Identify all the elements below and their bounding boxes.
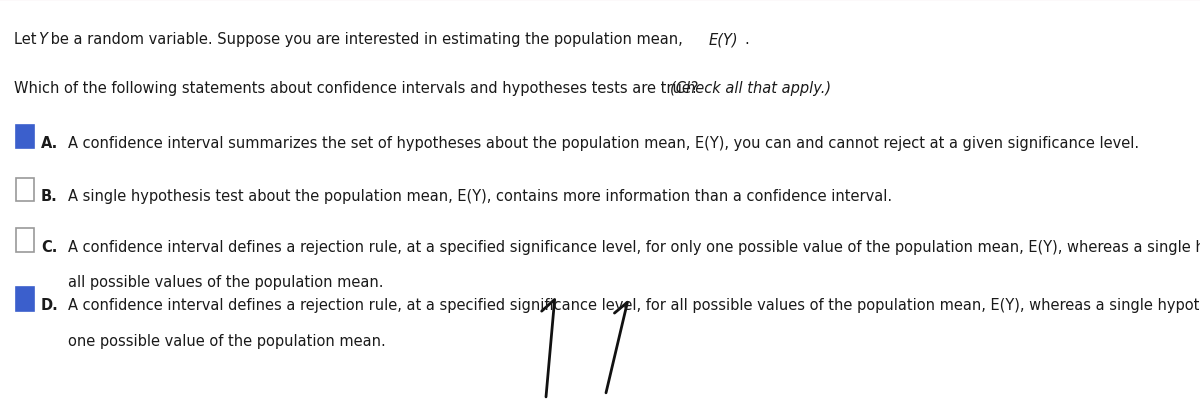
Text: B.: B. — [41, 188, 58, 203]
Text: .: . — [744, 32, 749, 47]
Text: A confidence interval defines a rejection rule, at a specified significance leve: A confidence interval defines a rejectio… — [68, 239, 1200, 254]
Text: A confidence interval defines a rejection rule, at a specified significance leve: A confidence interval defines a rejectio… — [68, 298, 1200, 313]
Text: one possible value of the population mean.: one possible value of the population mea… — [68, 333, 386, 348]
Text: Let: Let — [14, 32, 42, 47]
Text: D.: D. — [41, 298, 59, 313]
Text: A single hypothesis test about the population mean, E(Y), contains more informat: A single hypothesis test about the popul… — [68, 188, 893, 203]
Text: Which of the following statements about confidence intervals and hypotheses test: Which of the following statements about … — [14, 81, 703, 96]
Text: be a random variable. Suppose you are interested in estimating the population me: be a random variable. Suppose you are in… — [46, 32, 686, 47]
Text: (Check all that apply.): (Check all that apply.) — [670, 81, 830, 96]
Text: E(Y): E(Y) — [708, 32, 738, 47]
Text: C.: C. — [41, 239, 58, 254]
Text: A confidence interval summarizes the set of hypotheses about the population mean: A confidence interval summarizes the set… — [68, 136, 1140, 151]
Text: Y: Y — [38, 32, 47, 47]
Text: A.: A. — [41, 136, 58, 151]
Text: all possible values of the population mean.: all possible values of the population me… — [68, 275, 384, 290]
